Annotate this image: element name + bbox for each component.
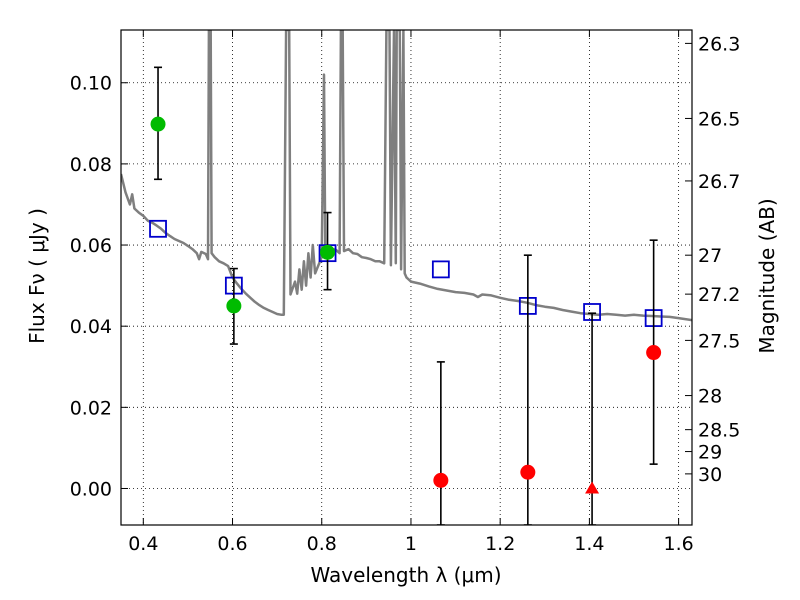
x-tick-label: 1.4: [574, 533, 604, 555]
mag-tick-label: 28: [698, 386, 722, 408]
x-tick-label: 0.4: [128, 533, 158, 555]
plot-frame: [120, 29, 693, 526]
y-tick-label: 0.00: [70, 478, 112, 500]
mag-tick-label: 27.2: [698, 284, 740, 306]
y-tick-label: 0.06: [70, 235, 112, 257]
upper-limit-triangle: [585, 481, 600, 494]
observed-point: [520, 464, 536, 480]
mag-tick-label: 28.5: [698, 420, 740, 442]
mag-tick-label: 29: [698, 442, 722, 464]
mag-tick-label: 27: [698, 245, 722, 267]
y-tick-label: 0.08: [70, 154, 112, 176]
model-photometry-square: [431, 260, 450, 279]
mag-tick-label: 27.5: [698, 330, 740, 352]
mag-tick-label: 26.5: [698, 108, 740, 130]
mag-tick-label: 26.3: [698, 33, 740, 55]
observed-point: [320, 244, 336, 260]
x-tick-label: 1: [405, 533, 417, 555]
y-tick-label: 0.10: [70, 73, 112, 95]
observed-point: [226, 298, 242, 314]
y-axis-right-title: Magnitude (AB): [755, 198, 779, 353]
x-tick-label: 1.2: [485, 533, 515, 555]
plot-area: [121, 30, 692, 525]
x-tick-label: 1.6: [664, 533, 694, 555]
model-spectrum-line: [121, 30, 692, 322]
observed-point: [646, 345, 662, 361]
y-tick-label: 0.02: [70, 397, 112, 419]
y-axis-left: 0.00 0.02 0.04 0.06 0.08 0.10: [70, 73, 128, 500]
model-photometry-square: [149, 219, 167, 238]
mag-tick-label: 30: [698, 464, 722, 486]
x-axis-title: Wavelength λ (μm): [310, 563, 501, 587]
x-tick-label: 0.8: [307, 533, 337, 555]
observed-point: [433, 472, 449, 488]
x-axis: 0.4 0.6 0.8 1 1.2 1.4 1.6: [128, 30, 694, 555]
y-axis-title: Flux Fν ( μJy ): [25, 208, 49, 344]
observed-point: [150, 116, 166, 132]
mag-tick-label: 26.7: [698, 171, 740, 193]
y-tick-label: 0.04: [70, 316, 112, 338]
grid-lines: [121, 30, 692, 525]
x-tick-label: 0.6: [217, 533, 247, 555]
